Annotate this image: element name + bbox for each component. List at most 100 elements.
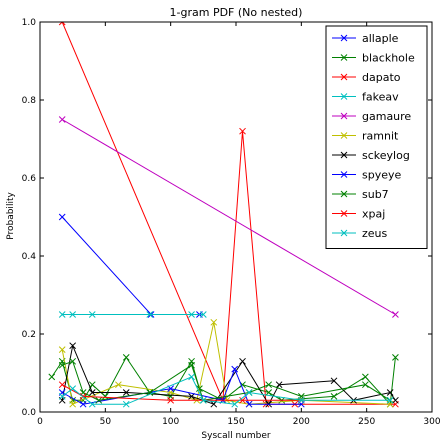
series-line-ramnit <box>61 322 391 405</box>
legend-label-zeus: zeus <box>362 227 388 240</box>
legend-label-spyeye: spyeye <box>362 169 402 182</box>
series-line-zeus <box>61 376 391 405</box>
data-point-sub7 <box>188 361 195 369</box>
legend-marker-zeus <box>340 229 348 237</box>
data-point-sckeylog <box>275 381 283 389</box>
x-tick-label: 50 <box>100 417 112 427</box>
data-point-blackhole <box>48 373 56 381</box>
legend-label-ramnit: ramnit <box>362 130 399 143</box>
x-tick-label: 250 <box>358 417 375 427</box>
data-point-allaple <box>58 213 66 221</box>
data-point-fakeav <box>88 311 96 318</box>
series-gamaure <box>58 116 399 318</box>
x-tick-label: 0 <box>37 417 43 427</box>
data-point-dapato <box>58 22 66 26</box>
data-point-spyeye <box>245 400 253 408</box>
y-axis-title: Probability <box>6 192 16 240</box>
y-tick-label: 0.8 <box>22 96 37 106</box>
data-point-blackhole <box>101 393 109 400</box>
chart-title: 1-gram PDF (No nested) <box>170 6 303 19</box>
data-point-sckeylog <box>88 389 96 396</box>
data-point-sub7 <box>265 381 273 389</box>
data-point-zeus <box>58 393 66 400</box>
data-point-fakeav <box>69 311 77 318</box>
data-point-fakeav <box>146 311 154 318</box>
data-point-xpaj <box>167 396 175 404</box>
legend-marker-ramnit <box>340 132 348 139</box>
y-tick-label: 0.0 <box>22 408 37 418</box>
data-point-spyeye <box>231 365 239 373</box>
legend-marker-sub7 <box>340 190 348 198</box>
data-point-zeus <box>231 400 239 408</box>
legend-label-dapato: dapato <box>362 71 401 84</box>
data-point-fakeav <box>199 311 207 318</box>
data-point-fakeav <box>188 311 195 318</box>
data-point-gamaure <box>392 311 399 318</box>
data-point-sckeylog <box>386 389 394 396</box>
legend-label-gamaure: gamaure <box>362 110 411 123</box>
data-point-sub7 <box>95 396 103 404</box>
data-point-sckeylog <box>239 357 246 365</box>
legend: allaple blackhole dapato fakeav gamaure ramni… <box>325 25 428 249</box>
data-point-ramnit <box>69 400 77 408</box>
data-point-sckeylog <box>188 393 195 400</box>
data-point-xpaj <box>58 381 66 389</box>
data-point-blackhole <box>362 373 369 381</box>
data-point-dapato <box>239 127 246 135</box>
data-point-spyeye <box>79 400 87 408</box>
legend-label-allaple: allaple <box>362 32 399 45</box>
data-point-sub7 <box>58 361 66 369</box>
legend-marker-sckeylog <box>340 151 348 159</box>
data-point-zeus <box>88 400 96 408</box>
data-point-zeus <box>69 385 77 392</box>
x-tick-label: 150 <box>227 417 244 427</box>
data-point-zeus <box>199 396 207 404</box>
data-point-sckeylog <box>122 389 130 396</box>
x-tick-label: 200 <box>293 417 310 427</box>
series-zeus <box>58 373 394 408</box>
series-fakeav <box>58 311 207 318</box>
legend-marker-dapato <box>340 73 348 81</box>
data-point-blackhole <box>265 389 273 396</box>
data-point-ramnit <box>58 346 66 353</box>
data-point-fakeav <box>58 311 66 318</box>
data-point-gamaure <box>58 116 66 123</box>
legend-marker-gamaure <box>340 112 348 120</box>
data-point-sub7 <box>362 381 369 389</box>
legend-marker-spyeye <box>340 171 348 178</box>
y-tick-label: 0.6 <box>22 174 37 184</box>
legend-label-sub7: sub7 <box>362 188 389 201</box>
data-point-blackhole <box>122 354 130 361</box>
legend-label-fakeav: fakeav <box>362 91 399 104</box>
data-point-zeus <box>297 396 305 404</box>
y-tick-label: 0.2 <box>22 330 36 340</box>
legend-label-blackhole: blackhole <box>362 52 415 65</box>
axis-ticks: 0 50 100 150 200 250 300 0.0 0.2 0.4 0.6 0.8 1.0 <box>22 18 441 427</box>
data-point-sckeylog <box>392 396 399 404</box>
data-point-zeus <box>188 373 195 381</box>
data-point-ramnit <box>210 318 218 326</box>
data-point-sckeylog <box>69 342 77 350</box>
data-point-zeus <box>245 389 253 396</box>
y-tick-label: 0.4 <box>22 252 37 262</box>
data-point-zeus <box>386 396 394 404</box>
series-line-dapato <box>61 22 396 405</box>
series-line-sub7 <box>62 360 391 401</box>
data-point-sckeylog <box>330 377 338 385</box>
data-point-ramnit <box>115 381 122 389</box>
legend-label-sckeylog: sckeylog <box>362 149 410 162</box>
x-tick-label: 100 <box>162 417 179 427</box>
data-point-sub7 <box>69 357 77 365</box>
legend-marker-xpaj <box>340 210 348 217</box>
data-point-sub7 <box>146 389 154 396</box>
x-axis-title: Syscall number <box>201 431 270 441</box>
x-tick-label: 300 <box>423 417 440 427</box>
legend-marker-blackhole <box>340 54 348 61</box>
data-point-zeus <box>122 400 130 408</box>
series-line-gamaure <box>61 119 396 315</box>
series-spyeye <box>58 365 305 408</box>
data-point-blackhole <box>330 393 338 400</box>
legend-marker-allaple <box>340 34 348 42</box>
data-point-blackhole <box>392 354 399 361</box>
